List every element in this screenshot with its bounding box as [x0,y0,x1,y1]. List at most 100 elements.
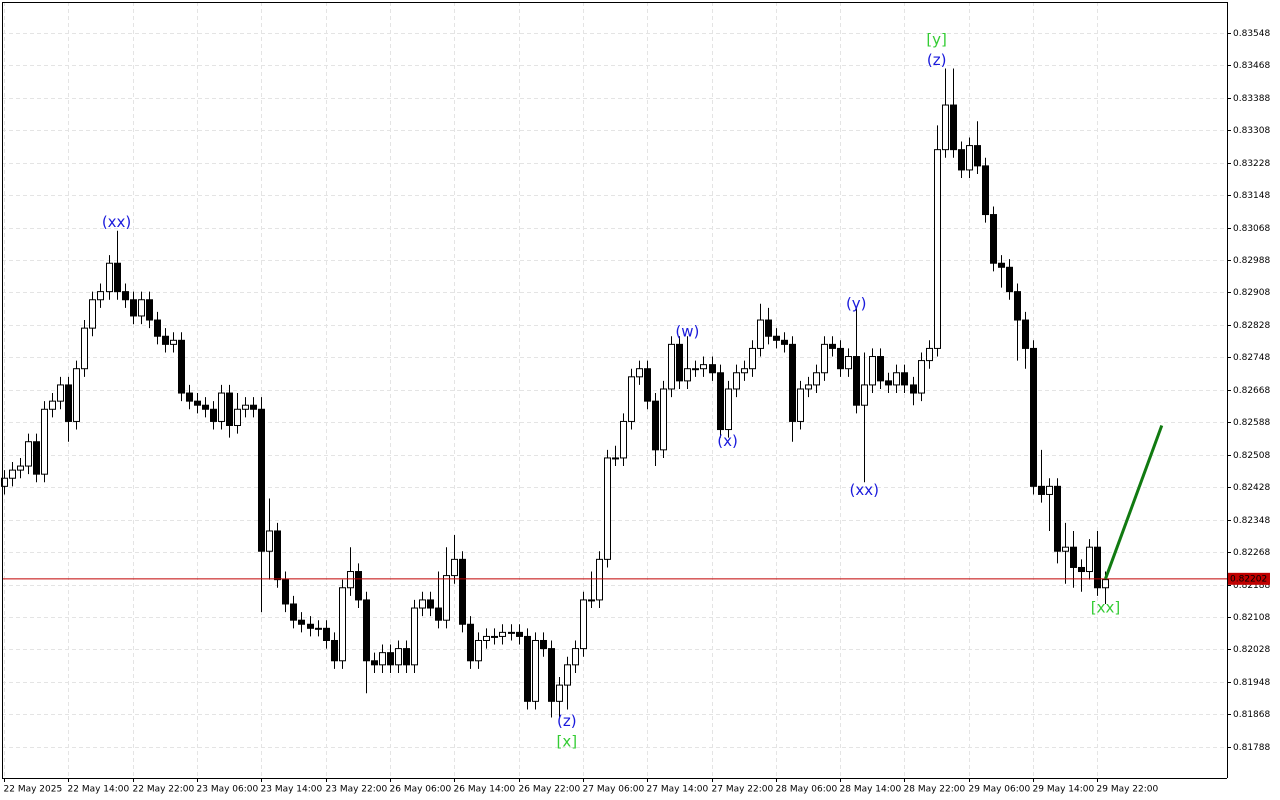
candle-body [700,364,707,370]
candle-body [65,384,72,422]
candle-body [717,372,724,431]
wave-label: [x] [557,732,578,750]
candle-body [355,571,362,601]
candle-body [57,384,64,402]
candle-body [194,400,201,406]
y-tick-label: 0.82348 [1233,516,1270,526]
candle-body [419,599,426,609]
y-tick-label: 0.83228 [1233,159,1270,169]
candle-body [33,441,40,475]
candle-body [315,627,322,630]
candle-body [250,404,257,410]
candle-body [1054,485,1061,552]
candle-body [1078,566,1085,573]
wave-label: (z) [927,51,947,69]
candle-body [138,299,145,317]
candle-body [1102,579,1109,589]
candle-body [885,380,892,386]
x-tick-label: 29 May 14:00 [1033,785,1095,795]
candle-body [725,388,732,431]
projection-line [1104,424,1164,580]
candle-body [604,457,611,560]
candle-body [1014,291,1021,321]
y-tick-label: 0.82828 [1233,321,1270,331]
candle-body [1030,347,1037,487]
candle-body [781,339,788,345]
candle-body [130,299,137,317]
x-tick-label: 29 May 06:00 [969,785,1031,795]
candle-body [81,327,88,370]
candle-body [508,631,515,634]
candle-body [861,384,868,406]
candle-body [242,404,249,410]
candle-body [926,347,933,362]
candle-body [41,408,48,475]
candle-body [934,149,941,349]
candle-body [950,104,957,151]
wave-label: (xx) [102,213,131,231]
candle-body [73,368,80,422]
candle-body [226,392,233,426]
x-tick-label: 22 May 14:00 [68,785,130,795]
x-tick-label: 23 May 14:00 [261,785,323,795]
y-tick-label: 0.82268 [1233,548,1270,558]
candle-body [757,319,764,349]
candle-body [524,635,531,702]
candle-body [443,575,450,621]
candle-body [580,599,587,650]
x-tick-label: 23 May 06:00 [197,785,259,795]
wave-label: [y] [926,31,947,49]
candle-body [974,145,981,167]
candle-body [459,558,466,625]
wave-label: (xx) [850,481,879,499]
x-tick-label: 26 May 22:00 [519,785,581,795]
y-tick-label: 0.82508 [1233,451,1270,461]
y-tick-label: 0.83468 [1233,61,1270,71]
candle-body [1006,266,1013,293]
candle-body [966,145,973,171]
y-tick-label: 0.83388 [1233,94,1270,104]
candle-body [556,684,563,702]
candle-body [1,477,8,487]
candle-body [918,360,925,394]
candle-body [588,599,595,602]
candle-body [652,400,659,451]
candle-body [234,408,241,426]
candle-body [676,343,683,382]
candle-body [491,635,498,638]
candle-body [210,408,217,422]
candle-body [467,623,474,662]
y-tick-label: 0.82988 [1233,256,1270,266]
y-tick-label: 0.82188 [1233,581,1270,591]
candle-body [733,372,740,390]
candle-body [853,356,860,406]
candle-body [1022,319,1029,349]
candle-body [612,457,619,460]
candle-body [741,368,748,374]
candle-body [564,664,571,686]
candle-body [1038,485,1045,495]
candle-body [1086,546,1093,573]
candle-body [620,420,627,459]
candle-body [998,262,1005,268]
x-tick-label: 27 May 14:00 [647,785,709,795]
candle-body [266,530,273,552]
candle-body [363,599,370,662]
candle-body [628,376,635,422]
y-tick-label: 0.81868 [1233,710,1270,720]
candle-body [202,404,209,410]
candle-body [427,599,434,609]
candle-body [290,603,297,621]
candle-body [387,652,394,666]
candle-body [451,558,458,577]
wave-label: [xx] [1091,599,1120,617]
candle-body [668,343,675,390]
candle-body [499,631,506,637]
candle-body [901,372,908,386]
candle-body [274,530,281,581]
plot: (xx) [y] (z) (w) (x) (y) (xx) (z) [x] [xx] [1,31,1227,750]
candle-body [1094,546,1101,589]
wave-label: (x) [717,432,738,450]
x-tick-label: 26 May 14:00 [454,785,516,795]
candle-body [258,408,265,552]
